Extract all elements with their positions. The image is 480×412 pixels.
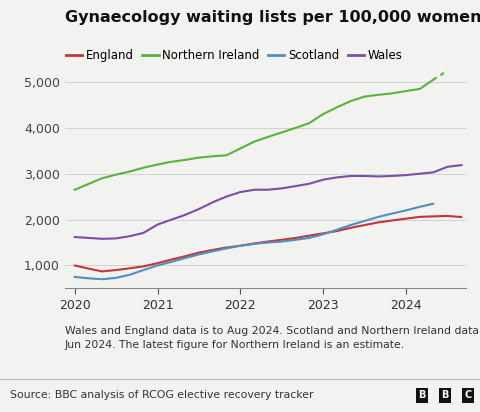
- Text: Gynaecology waiting lists per 100,000 women: Gynaecology waiting lists per 100,000 wo…: [65, 10, 480, 25]
- Text: Wales and England data is to Aug 2024. Scotland and Northern Ireland data is to
: Wales and England data is to Aug 2024. S…: [65, 326, 480, 349]
- Text: C: C: [464, 390, 472, 400]
- Legend: England, Northern Ireland, Scotland, Wales: England, Northern Ireland, Scotland, Wal…: [66, 49, 402, 62]
- Text: B: B: [418, 390, 426, 400]
- Text: Source: BBC analysis of RCOG elective recovery tracker: Source: BBC analysis of RCOG elective re…: [10, 390, 313, 400]
- Text: B: B: [441, 390, 449, 400]
